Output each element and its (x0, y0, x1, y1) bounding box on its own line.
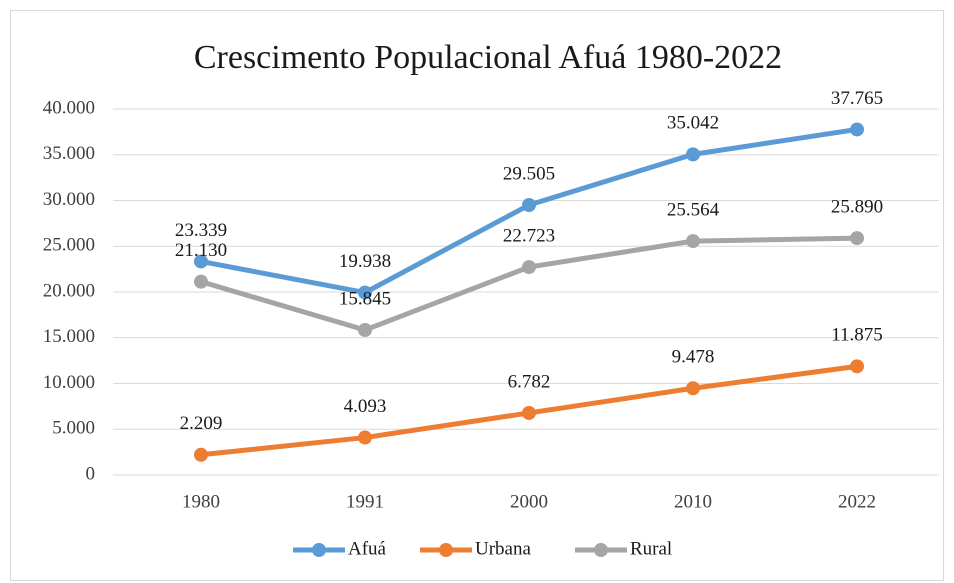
data-point (522, 405, 536, 420)
legend-label: Urbana (475, 538, 531, 559)
y-tick-label: 30.000 (43, 189, 95, 210)
y-tick-label: 0 (86, 463, 96, 484)
y-tick-label: 5.000 (52, 418, 95, 439)
chart-frame (10, 10, 944, 581)
legend-marker (594, 543, 608, 557)
data-label: 2.209 (180, 413, 223, 434)
data-point (522, 260, 536, 275)
data-label: 25.890 (831, 196, 883, 217)
data-label: 9.478 (672, 347, 715, 368)
data-label: 19.938 (339, 251, 391, 272)
data-label: 35.042 (667, 113, 719, 134)
x-tick-label: 1991 (346, 491, 384, 512)
data-point (686, 381, 700, 396)
data-label: 11.875 (831, 325, 883, 346)
data-point (358, 285, 372, 300)
y-tick-label: 25.000 (43, 235, 95, 256)
data-point (358, 323, 372, 338)
legend-label: Rural (630, 538, 672, 559)
data-point (850, 231, 864, 246)
data-label: 4.093 (344, 396, 387, 417)
data-point (850, 359, 864, 374)
y-tick-label: 15.000 (43, 326, 95, 347)
data-label: 37.765 (831, 88, 883, 109)
data-label: 6.782 (508, 371, 551, 392)
legend-marker (439, 543, 453, 557)
data-label: 15.845 (339, 288, 391, 309)
y-tick-label: 10.000 (43, 372, 95, 393)
data-label: 29.505 (503, 163, 555, 184)
chart-title: Crescimento Populacional Afuá 1980-2022 (194, 39, 782, 76)
data-point (850, 122, 864, 137)
legend-label: Afuá (348, 538, 387, 559)
data-point (686, 234, 700, 249)
data-label: 25.564 (667, 199, 720, 220)
x-tick-label: 2022 (838, 491, 876, 512)
y-tick-label: 20.000 (43, 280, 95, 301)
data-point (194, 254, 208, 269)
data-label: 23.339 (175, 220, 227, 241)
x-tick-label: 2000 (510, 491, 548, 512)
data-point (358, 430, 372, 445)
data-point (194, 447, 208, 462)
data-label: 22.723 (503, 225, 555, 246)
data-point (522, 198, 536, 213)
x-tick-label: 2010 (674, 491, 712, 512)
data-point (194, 274, 208, 289)
x-tick-label: 1980 (182, 491, 220, 512)
data-label: 21.130 (175, 240, 227, 261)
data-point (686, 147, 700, 162)
y-tick-label: 40.000 (43, 97, 95, 118)
legend-marker (312, 543, 326, 557)
y-tick-label: 35.000 (43, 143, 95, 164)
